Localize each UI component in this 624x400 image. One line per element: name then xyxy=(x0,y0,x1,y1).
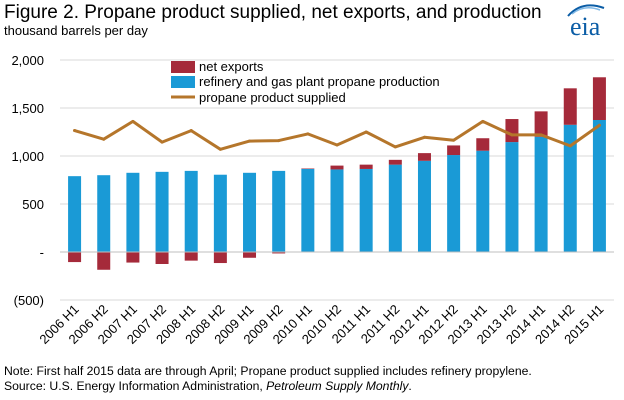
supplied-point xyxy=(189,129,193,133)
legend-label: propane product supplied xyxy=(199,90,346,105)
supplied-point xyxy=(102,137,106,141)
supplied-point xyxy=(218,147,222,151)
production-bar xyxy=(155,171,169,252)
net-exports-bar xyxy=(213,252,227,264)
supplied-point xyxy=(422,135,426,139)
eia-logo-text: eia xyxy=(570,12,601,41)
net-exports-bar xyxy=(417,153,431,161)
production-bar xyxy=(476,150,490,252)
production-bar xyxy=(388,164,402,252)
supplied-point xyxy=(160,140,164,144)
supplied-point xyxy=(510,133,514,137)
net-exports-bar xyxy=(534,111,548,137)
net-exports-bar xyxy=(184,252,198,261)
production-bar xyxy=(330,169,344,252)
y-tick-label: (500) xyxy=(14,293,44,308)
net-exports-bar xyxy=(243,252,257,258)
production-bar xyxy=(68,176,82,252)
chart-subtitle: thousand barrels per day xyxy=(4,23,148,38)
net-exports-bar xyxy=(476,138,490,151)
y-tick-label: 1,000 xyxy=(11,149,44,164)
net-exports-bar xyxy=(330,165,344,170)
supplied-point xyxy=(306,132,310,136)
production-bar xyxy=(534,136,548,252)
production-bar xyxy=(243,172,257,252)
y-tick-label: 1,500 xyxy=(11,101,44,116)
net-exports-bar xyxy=(592,77,606,120)
production-bar xyxy=(592,120,606,252)
y-tick-label: - xyxy=(40,245,44,260)
production-bar xyxy=(359,168,373,252)
production-bar xyxy=(505,142,519,252)
production-bar xyxy=(126,172,140,252)
y-tick-label: 500 xyxy=(22,197,44,212)
production-bar xyxy=(272,170,286,252)
legend-label: refinery and gas plant propane productio… xyxy=(199,74,440,89)
supplied-point xyxy=(335,143,339,147)
legend-swatch xyxy=(171,61,195,73)
net-exports-bar xyxy=(563,88,577,125)
net-exports-bar xyxy=(155,252,169,264)
y-tick-label: 2,000 xyxy=(11,53,44,68)
legend-swatch xyxy=(171,76,195,88)
source-suffix: . xyxy=(408,379,412,393)
supplied-point xyxy=(364,130,368,134)
net-exports-bar xyxy=(126,252,140,263)
net-exports-bar xyxy=(388,159,402,165)
supplied-point xyxy=(481,119,485,123)
net-exports-bar xyxy=(505,119,519,143)
supplied-point xyxy=(277,139,281,143)
net-exports-bar xyxy=(68,252,82,263)
production-bar xyxy=(184,170,198,252)
production-bar xyxy=(97,175,111,252)
supplied-point xyxy=(597,123,601,127)
net-exports-bar xyxy=(272,252,286,254)
net-exports-bar xyxy=(97,252,111,270)
production-bar xyxy=(301,168,315,252)
supplied-point xyxy=(452,138,456,142)
supplied-point xyxy=(393,145,397,149)
net-exports-bar xyxy=(447,145,461,156)
legend-label: net exports xyxy=(199,59,264,74)
footnote: Note: First half 2015 data are through A… xyxy=(4,364,532,378)
supplied-point xyxy=(248,139,252,143)
supplied-point xyxy=(568,144,572,148)
supplied-point xyxy=(73,129,77,133)
source-line: Source: U.S. Energy Information Administ… xyxy=(4,379,532,394)
source-prefix: Source: U.S. Energy Information Administ… xyxy=(4,379,267,393)
production-bar xyxy=(417,160,431,252)
supplied-point xyxy=(131,119,135,123)
production-bar xyxy=(563,124,577,252)
source-publication: Petroleum Supply Monthly xyxy=(266,379,409,393)
eia-logo: eia xyxy=(560,2,614,42)
supplied-point xyxy=(539,133,543,137)
net-exports-bar xyxy=(359,164,373,169)
eia-logo-icon xyxy=(567,4,605,17)
production-bar xyxy=(447,155,461,252)
production-bar xyxy=(213,174,227,252)
chart-title: Figure 2. Propane product supplied, net … xyxy=(4,2,542,23)
chart-footer: Note: First half 2015 data are through A… xyxy=(4,364,532,394)
